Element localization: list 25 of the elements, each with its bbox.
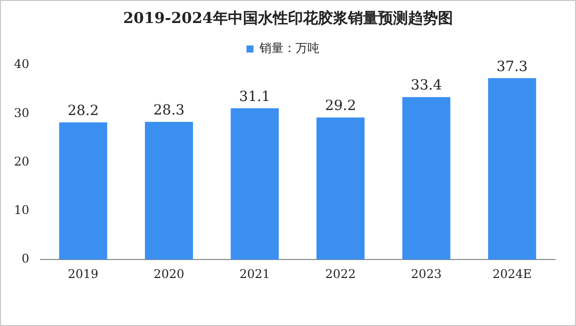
chart-title: 2019-2024年中国水性印花胶浆销量预测趋势图 <box>122 9 454 28</box>
bar <box>59 122 108 260</box>
y-tick-label: 30 <box>14 106 30 120</box>
legend-label: 销量：万吨 <box>258 41 320 56</box>
data-label: 29.2 <box>324 98 356 114</box>
x-tick-label: 2024E <box>492 266 532 281</box>
data-label: 28.3 <box>153 102 185 119</box>
y-tick-label: 10 <box>14 203 30 218</box>
x-tick-label: 2023 <box>411 266 442 281</box>
bar <box>230 108 279 260</box>
y-tick-label: 40 <box>14 57 30 72</box>
y-tick-label: 0 <box>22 252 30 266</box>
data-label: 33.4 <box>410 78 442 94</box>
bar <box>144 122 193 260</box>
y-tick-label: 20 <box>14 154 30 168</box>
bar <box>402 97 450 260</box>
data-label: 28.2 <box>68 103 99 120</box>
bar <box>316 118 365 260</box>
data-label: 37.3 <box>496 58 528 75</box>
x-tick-label: 2020 <box>154 266 184 281</box>
x-tick-label: 2022 <box>325 266 356 281</box>
x-tick-label: 2021 <box>239 266 270 281</box>
bar <box>488 78 536 260</box>
x-tick-label: 2019 <box>68 266 98 281</box>
data-label: 31.1 <box>239 88 270 105</box>
